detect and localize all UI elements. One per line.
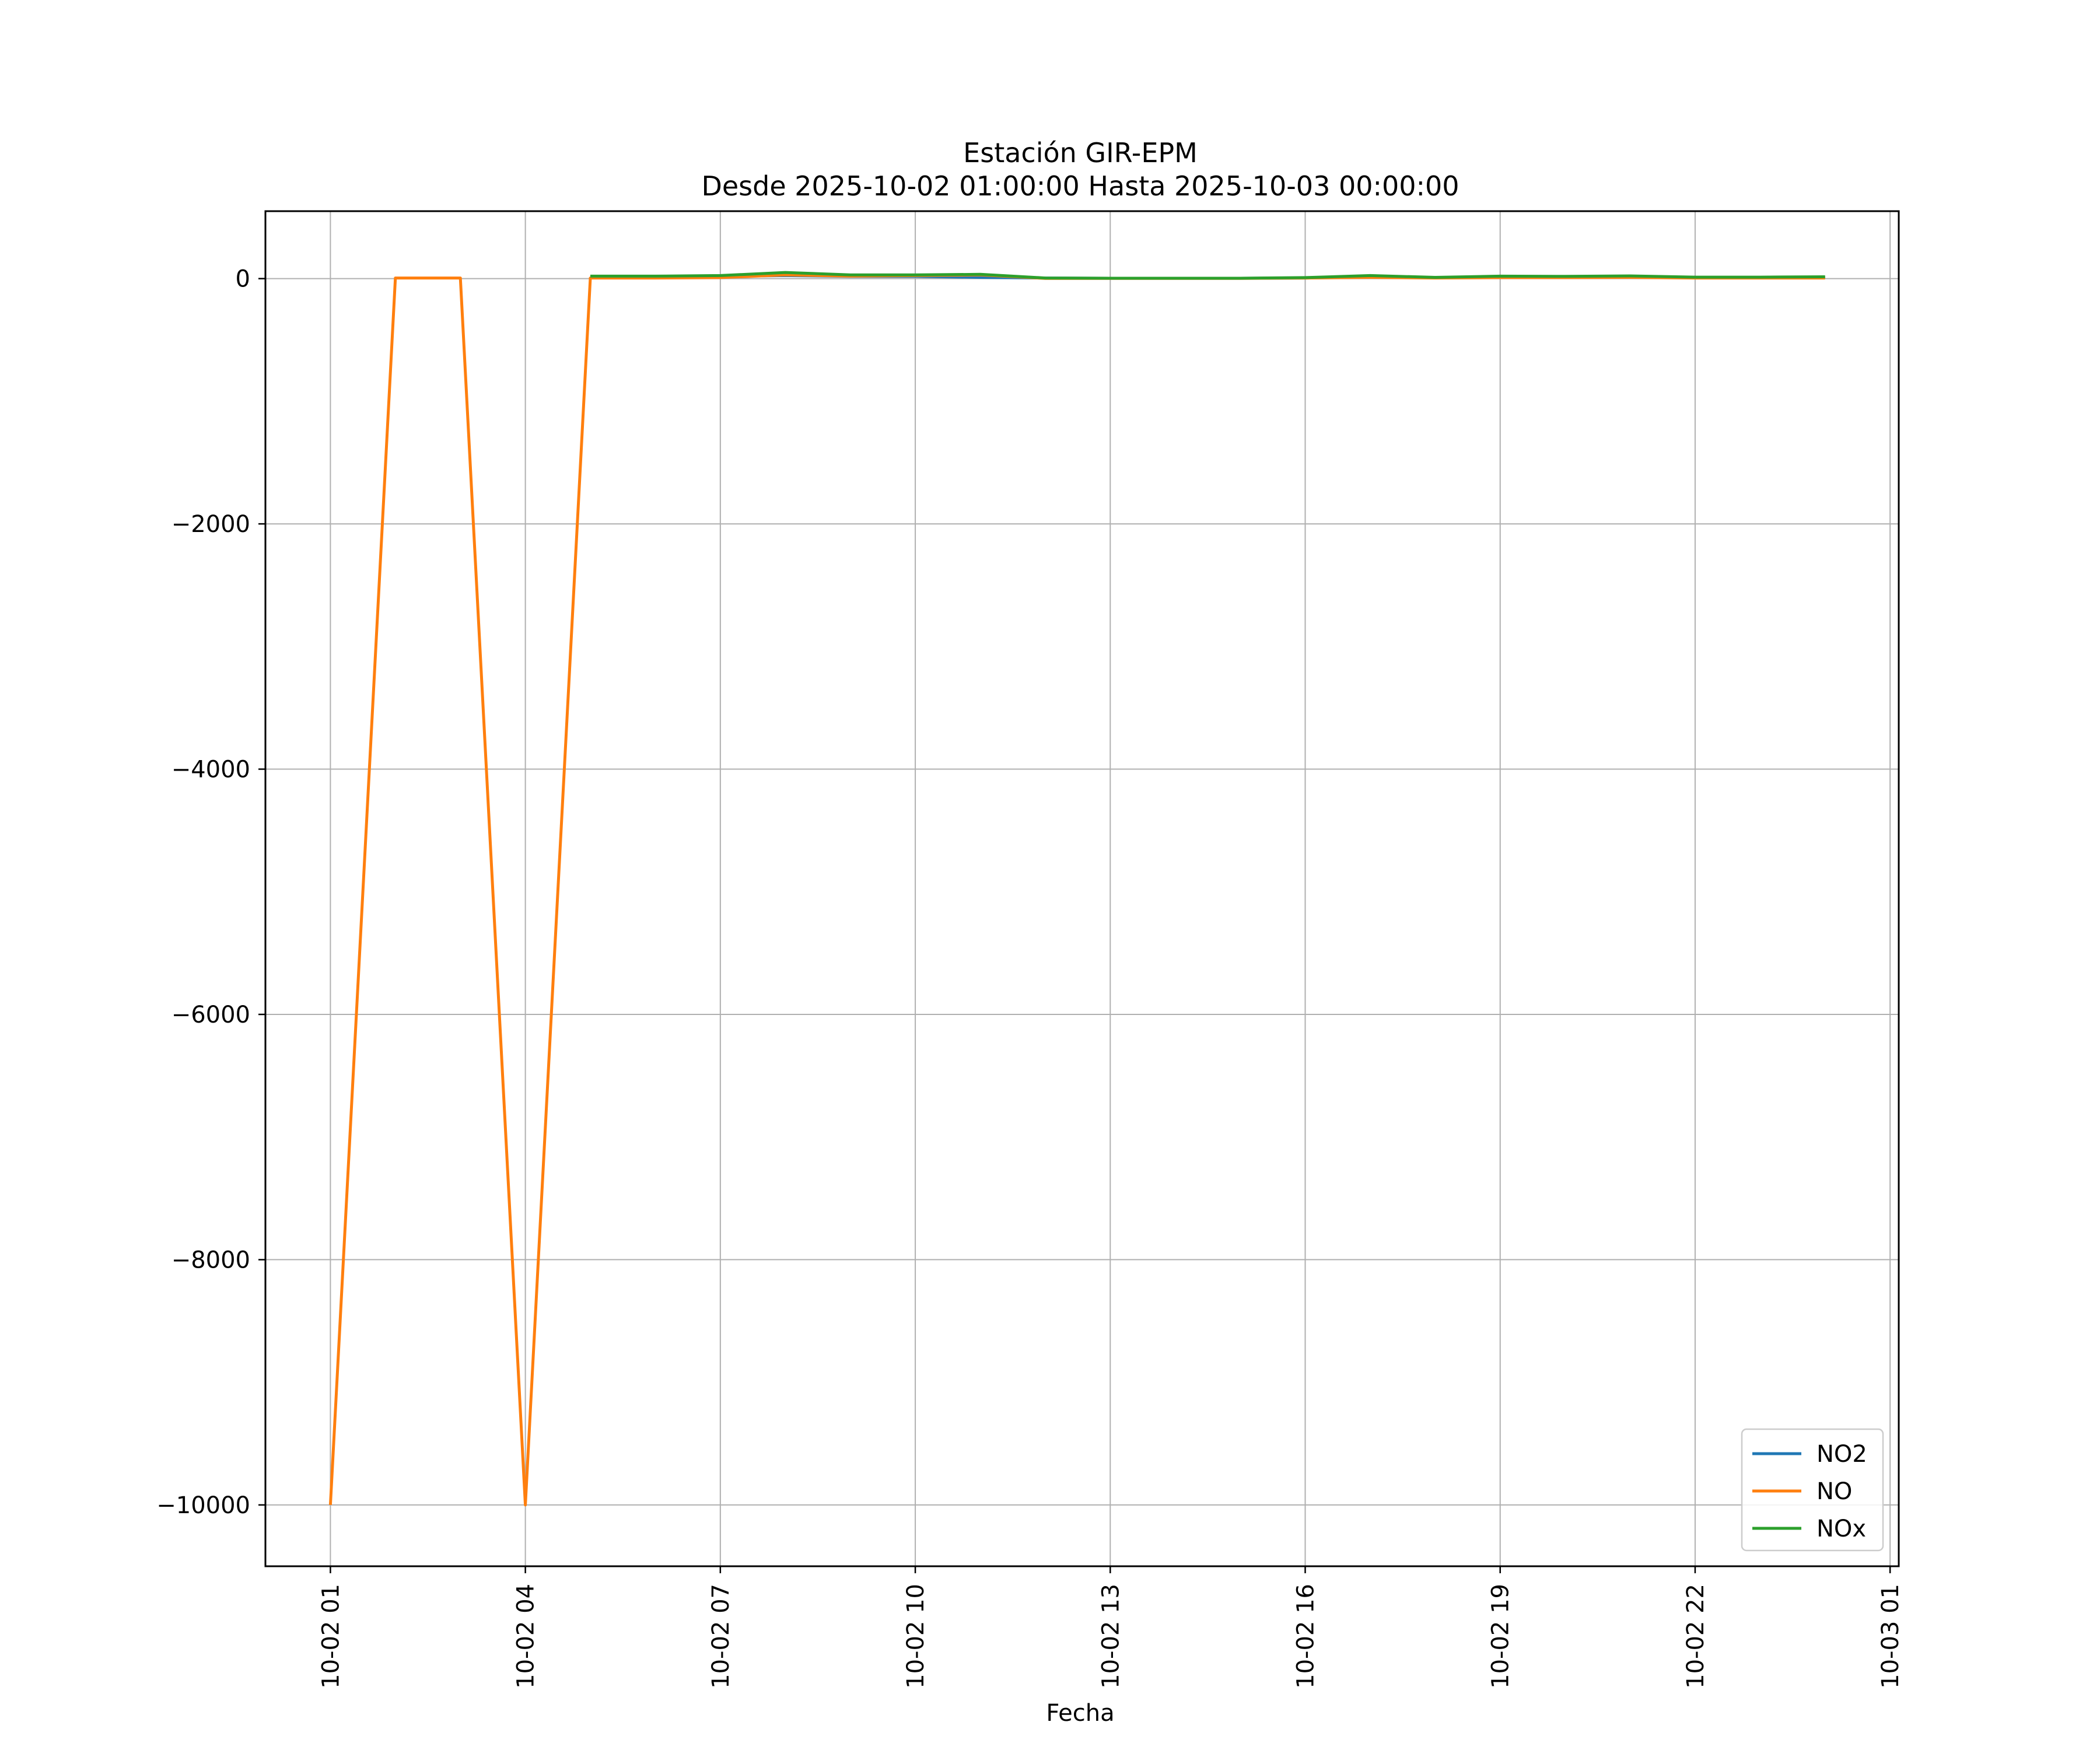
legend-label: NOx	[1817, 1516, 1866, 1542]
y-tick-label: −8000	[172, 1247, 250, 1273]
x-tick-label: 10-02 22	[1682, 1584, 1709, 1689]
y-tick-label: −6000	[172, 1002, 250, 1028]
legend: NO2 NO NOx	[1741, 1428, 1884, 1552]
chart-subtitle: Desde 2025-10-02 01:00:00 Hasta 2025-10-…	[701, 170, 1459, 202]
series-nox	[590, 271, 1825, 280]
x-tick-label: 10-02 13	[1097, 1584, 1124, 1689]
chart-title: Estación GIR-EPM	[963, 137, 1198, 169]
x-tick-label: 10-02 04	[513, 1584, 540, 1689]
legend-box	[1741, 1428, 1884, 1552]
plot-frame	[264, 210, 1900, 1567]
y-tick-label: 0	[236, 266, 250, 293]
legend-label: NO2	[1817, 1441, 1867, 1468]
x-tick-label: 10-02 01	[317, 1584, 344, 1689]
series-line-nox	[590, 271, 1825, 280]
x-tick-label: 10-02 07	[708, 1584, 734, 1689]
x-axis-label: Fecha	[1046, 1700, 1114, 1727]
legend-label: NO	[1817, 1478, 1852, 1505]
x-tick-label: 10-03 01	[1877, 1584, 1904, 1689]
series-lines	[328, 271, 1825, 1507]
x-tick-label: 10-02 10	[902, 1584, 929, 1689]
x-tick-label: 10-02 19	[1488, 1584, 1514, 1689]
y-tick-label: −4000	[172, 757, 250, 783]
y-tick-label: −2000	[172, 511, 250, 538]
x-tick-label: 10-02 16	[1292, 1584, 1319, 1689]
x-axis-ticks: 10-02 01 10-02 04 10-02 07 10-02 10 10-02 13…	[317, 1566, 1904, 1689]
y-tick-label: −10000	[156, 1492, 250, 1519]
y-axis-ticks: 0 −2000 −4000 −6000 −8000 −10000	[156, 266, 265, 1519]
